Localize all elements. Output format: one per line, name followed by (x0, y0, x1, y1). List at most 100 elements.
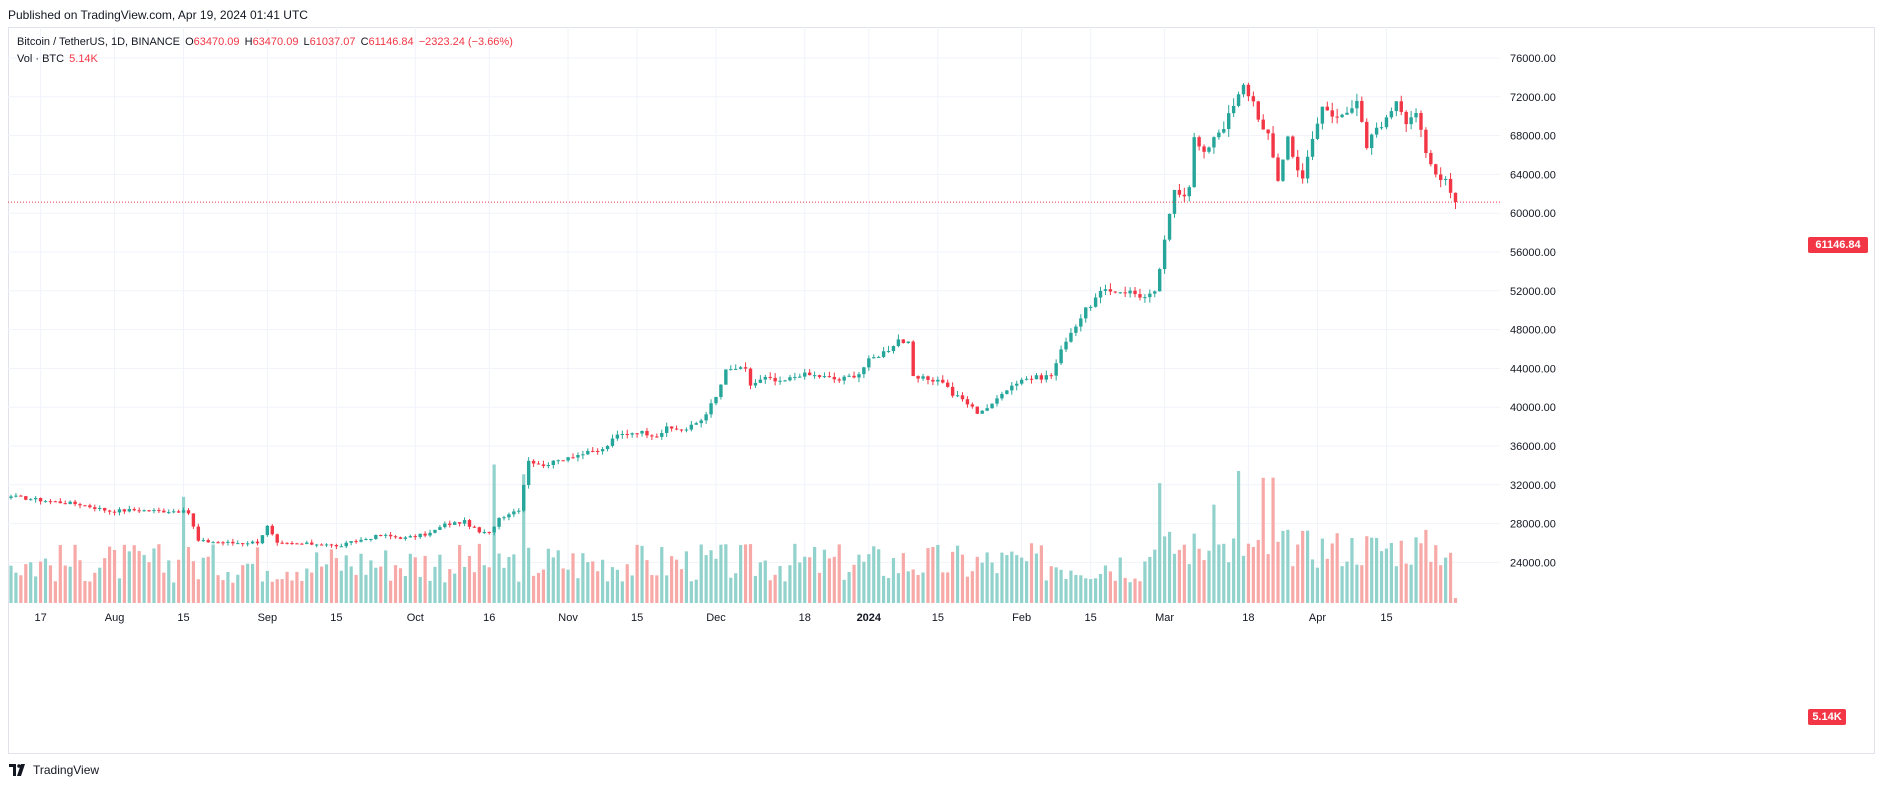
volume-bar (275, 579, 279, 603)
candle-body (773, 377, 777, 382)
change-value: −2323.24 (−3.66%) (418, 36, 513, 48)
time-tick-label: 2024 (857, 612, 882, 624)
candle-body (265, 525, 270, 536)
candle-body (867, 358, 871, 368)
candle-body (438, 527, 442, 530)
volume-bar (497, 553, 501, 603)
volume-bar (162, 572, 166, 603)
volume-bar (975, 556, 979, 603)
volume-bar (428, 580, 432, 603)
volume-bar (1222, 543, 1226, 603)
volume-bar (167, 560, 171, 603)
candle-body (916, 376, 920, 379)
candle-body (171, 511, 176, 513)
candle-body (921, 376, 925, 379)
candle-body (1409, 117, 1413, 125)
chart-grid (8, 27, 1500, 603)
candle-body (852, 375, 856, 378)
candle-body (117, 509, 122, 513)
candle-body (482, 531, 486, 533)
volume-bar (1389, 542, 1393, 603)
candle-body (1291, 136, 1295, 157)
volume-bar (812, 547, 817, 603)
volume-bar (571, 553, 575, 603)
price-tick-label: 52000.00 (1510, 286, 1556, 298)
volume-bar (817, 572, 822, 603)
volume-bar (670, 556, 674, 603)
volume-bar (458, 544, 462, 603)
candle-body (734, 368, 738, 370)
candle-body (1429, 152, 1433, 165)
volume-bar (640, 545, 644, 603)
price-tick-label: 72000.00 (1510, 92, 1556, 104)
candle-body (216, 542, 220, 544)
volume-bar (1024, 561, 1029, 603)
volume-bar (926, 548, 930, 603)
candle-body (512, 511, 516, 515)
volume-bar (250, 563, 255, 603)
volume-bar (507, 556, 511, 603)
volume-bar (68, 566, 72, 603)
candle-body (364, 539, 368, 541)
candle-body (1379, 127, 1384, 129)
candle-body (1276, 157, 1280, 181)
price-tick-label: 32000.00 (1510, 480, 1556, 492)
candle-body (901, 339, 906, 344)
candle-body (1187, 187, 1191, 197)
volume-bar (655, 575, 659, 603)
candle-body (1365, 121, 1369, 149)
high-value: 63470.09 (252, 36, 299, 48)
volume-bar (916, 575, 920, 603)
volume-bar (172, 582, 176, 603)
volume-bar (83, 581, 87, 603)
volume-bar (1375, 537, 1379, 603)
volume-bar (788, 565, 792, 603)
volume-bar (1325, 558, 1329, 603)
volume-bar (1241, 555, 1246, 603)
volume-bar (354, 574, 358, 603)
candle-body (748, 368, 753, 386)
volume-bar (921, 572, 925, 603)
candle-body (1419, 113, 1423, 130)
candle-body (43, 501, 48, 503)
volume-bar (1039, 545, 1043, 603)
volume-bar (487, 567, 491, 603)
candle-body (985, 408, 989, 411)
candle-body (758, 379, 763, 383)
candle-body (107, 510, 112, 512)
brand-footer[interactable]: TradingView (9, 763, 99, 777)
candle-body (388, 534, 393, 537)
volume-bar (965, 576, 970, 603)
candle-body (236, 543, 240, 545)
volume-bar (477, 543, 481, 603)
volume-bar (699, 544, 703, 603)
candle-body (531, 460, 536, 464)
candle-body (260, 535, 265, 544)
candle-body (1434, 164, 1438, 175)
candle-body (581, 454, 585, 456)
candle-body (1217, 132, 1221, 138)
open-value: 63470.09 (193, 36, 240, 48)
candle-body (226, 541, 230, 543)
volume-bar (931, 547, 935, 603)
candle-body (768, 376, 772, 378)
candlestick-chart[interactable]: 24000.00 28000.00 32000.00 36000.00 40000.00… (8, 27, 1875, 754)
volume-bar (1158, 483, 1162, 603)
candle-body (660, 433, 664, 437)
candle-body (1054, 363, 1058, 376)
candle-body (147, 510, 151, 512)
ohlc-row: Bitcoin / TetherUS, 1D, BINANCE O63470.0… (17, 34, 513, 51)
candle-body (162, 510, 166, 513)
candle-body (1024, 378, 1029, 380)
candle-body (1399, 101, 1403, 112)
volume-bar (137, 551, 141, 603)
volume-bar (1005, 554, 1009, 603)
volume-bar (58, 544, 62, 603)
volume-bar (1419, 543, 1423, 603)
candle-body (1019, 379, 1024, 384)
candle-body (960, 395, 965, 400)
candle-body (783, 380, 787, 382)
candle-body (1281, 159, 1285, 181)
candle-body (196, 526, 201, 541)
candle-body (724, 369, 728, 385)
